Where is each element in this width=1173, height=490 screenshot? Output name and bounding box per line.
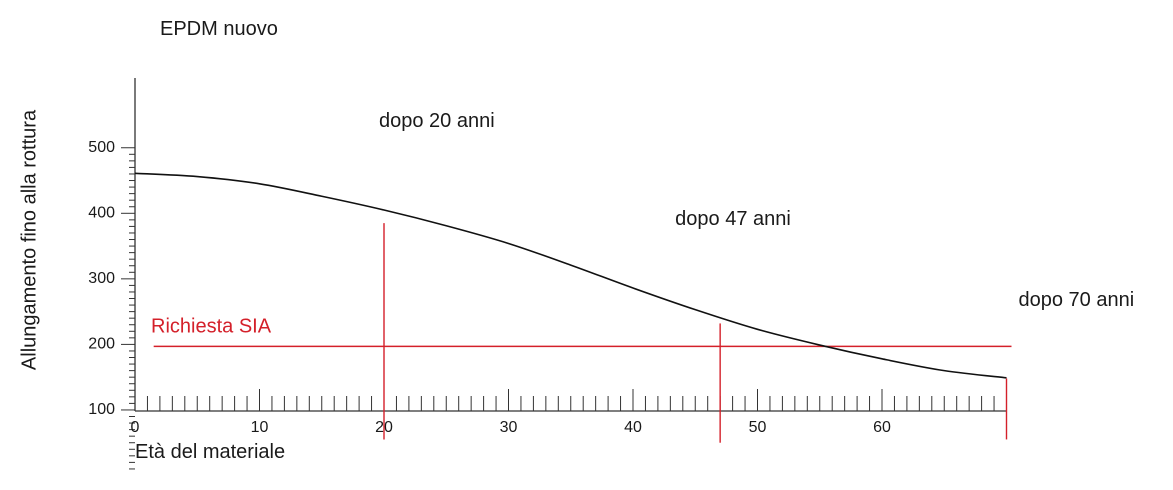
x-tick-label: 60: [873, 419, 891, 436]
reference-line-label: Richiesta SIA: [151, 315, 272, 337]
x-tick-label: 50: [749, 419, 767, 436]
y-tick-label: 200: [88, 336, 115, 353]
series-line: [134, 172, 1007, 379]
marker-label: dopo 20 anni: [379, 110, 495, 132]
x-tick-label: 0: [131, 419, 140, 436]
y-tick-label: 500: [88, 139, 115, 156]
marker-group: dopo 20 anni dopo 47 anni dopo 70 anni: [379, 110, 1134, 443]
curve-group: [134, 172, 1007, 379]
y-axis-label: Allungamento fino alla rottura: [18, 109, 40, 370]
marker-label: dopo 47 anni: [675, 208, 791, 230]
x-tick-label: 40: [624, 419, 642, 436]
chart-title: EPDM nuovo: [160, 18, 278, 40]
x-tick-label: 10: [251, 419, 269, 436]
x-axis-label: Età del materiale: [135, 441, 285, 463]
y-tick-label: 100: [88, 401, 115, 418]
marker-label: dopo 70 anni: [1019, 289, 1135, 311]
y-tick-label: 400: [88, 205, 115, 222]
y-tick-label: 300: [88, 270, 115, 287]
reference-line-group: Richiesta SIA: [151, 315, 1012, 348]
x-tick-label: 30: [500, 419, 518, 436]
